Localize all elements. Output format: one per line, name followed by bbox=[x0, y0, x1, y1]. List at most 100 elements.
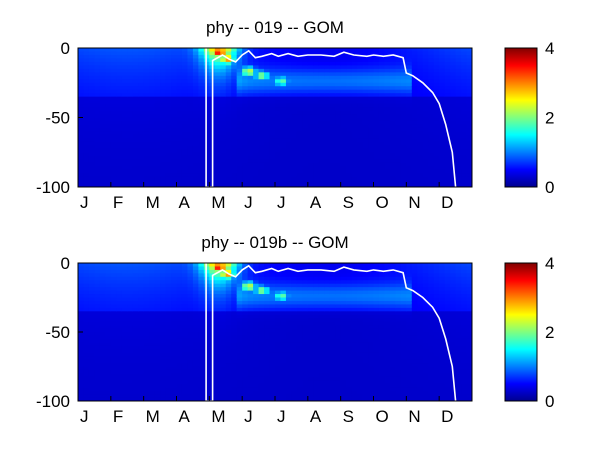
heat-cell bbox=[258, 366, 265, 371]
heat-cell bbox=[275, 51, 282, 56]
heat-cell bbox=[275, 107, 282, 112]
heat-cell bbox=[192, 48, 199, 53]
colorbar-1: 024 bbox=[504, 39, 554, 197]
heat-cell bbox=[214, 311, 221, 316]
heat-cell bbox=[313, 325, 320, 330]
heat-cell bbox=[428, 176, 435, 181]
heat-cell bbox=[285, 394, 293, 399]
heat-cell bbox=[302, 314, 309, 319]
heat-cell bbox=[242, 79, 249, 84]
heat-cell bbox=[368, 89, 375, 94]
heat-cell bbox=[225, 89, 232, 94]
heat-cell bbox=[247, 269, 254, 274]
heat-cell bbox=[340, 141, 347, 146]
heat-cell bbox=[242, 383, 249, 388]
heat-cell bbox=[247, 79, 254, 84]
heat-cell bbox=[198, 162, 205, 167]
heat-cell bbox=[258, 335, 265, 340]
heat-cell bbox=[411, 58, 418, 63]
heat-cell bbox=[225, 173, 232, 178]
heat-cell bbox=[362, 114, 369, 119]
heat-cell bbox=[127, 159, 134, 164]
heat-cell bbox=[324, 397, 331, 401]
heat-cell bbox=[346, 290, 353, 295]
heat-cell bbox=[110, 75, 117, 80]
heat-cell bbox=[94, 180, 101, 185]
heat-cell bbox=[406, 131, 413, 136]
heat-cell bbox=[231, 152, 238, 157]
heat-cell bbox=[428, 173, 435, 178]
heat-cell bbox=[78, 86, 85, 91]
heat-cell bbox=[160, 342, 167, 347]
heat-cell bbox=[149, 89, 156, 94]
heat-cell bbox=[198, 75, 205, 80]
heat-cell bbox=[384, 107, 391, 112]
heat-cell bbox=[198, 110, 205, 115]
heat-cell bbox=[340, 307, 347, 312]
heat-cell bbox=[127, 283, 134, 288]
heat-cell bbox=[368, 162, 375, 167]
heat-cell bbox=[444, 124, 451, 129]
heat-cell bbox=[444, 65, 451, 70]
heat-cell bbox=[357, 141, 364, 146]
heat-cell bbox=[275, 318, 282, 323]
heat-cell bbox=[346, 86, 353, 91]
heat-cell bbox=[258, 290, 265, 295]
heat-cell bbox=[220, 338, 227, 343]
heat-cell bbox=[340, 173, 347, 178]
heat-cell bbox=[275, 332, 282, 337]
heat-cell bbox=[88, 68, 96, 73]
heat-cell bbox=[439, 141, 446, 146]
heat-cell bbox=[154, 311, 161, 316]
heat-cell bbox=[247, 100, 254, 105]
heat-cell bbox=[160, 276, 167, 281]
heat-cell bbox=[187, 349, 194, 354]
heat-cell bbox=[455, 162, 462, 167]
heat-cell bbox=[285, 263, 293, 268]
heat-cell bbox=[171, 290, 178, 295]
heat-cell bbox=[335, 266, 342, 271]
heat-cell bbox=[329, 300, 336, 305]
heat-cell bbox=[389, 93, 396, 98]
heat-cell bbox=[362, 183, 369, 187]
heat-cell bbox=[242, 89, 249, 94]
heat-cell bbox=[329, 107, 336, 112]
heat-cell bbox=[444, 72, 451, 77]
heat-cell bbox=[329, 266, 336, 271]
heat-cell bbox=[466, 96, 472, 101]
heat-cell bbox=[116, 369, 123, 374]
heat-cell bbox=[357, 318, 364, 323]
heat-cell bbox=[99, 314, 106, 319]
heat-cell bbox=[138, 269, 145, 274]
heat-cell bbox=[187, 180, 194, 185]
heat-cell bbox=[242, 127, 249, 132]
heat-cell bbox=[335, 155, 342, 160]
heat-cell bbox=[253, 266, 260, 271]
heat-cell bbox=[160, 107, 167, 112]
heat-cell bbox=[324, 89, 331, 94]
heat-cell bbox=[253, 328, 260, 333]
heat-cell bbox=[307, 114, 314, 119]
heat-cell bbox=[324, 162, 331, 167]
heat-cell bbox=[181, 72, 189, 77]
heat-cell bbox=[149, 280, 156, 285]
heat-cell bbox=[368, 117, 375, 122]
heat-cell bbox=[192, 359, 199, 364]
heat-cell bbox=[346, 138, 353, 143]
heat-cell bbox=[264, 269, 271, 274]
heat-cell bbox=[264, 169, 271, 174]
heat-cell bbox=[83, 328, 90, 333]
heat-cell bbox=[302, 307, 309, 312]
heat-cell bbox=[83, 276, 90, 281]
heat-cell bbox=[149, 307, 156, 312]
heat-cell bbox=[160, 152, 167, 157]
heat-cell bbox=[340, 335, 347, 340]
heat-cell bbox=[307, 394, 314, 399]
heat-cell bbox=[450, 117, 457, 122]
heat-cell bbox=[296, 394, 303, 399]
heat-cell bbox=[105, 349, 112, 354]
heat-cell bbox=[307, 359, 314, 364]
heat-cell bbox=[83, 390, 90, 395]
heat-cell bbox=[88, 120, 96, 126]
heat-cell bbox=[214, 390, 221, 395]
